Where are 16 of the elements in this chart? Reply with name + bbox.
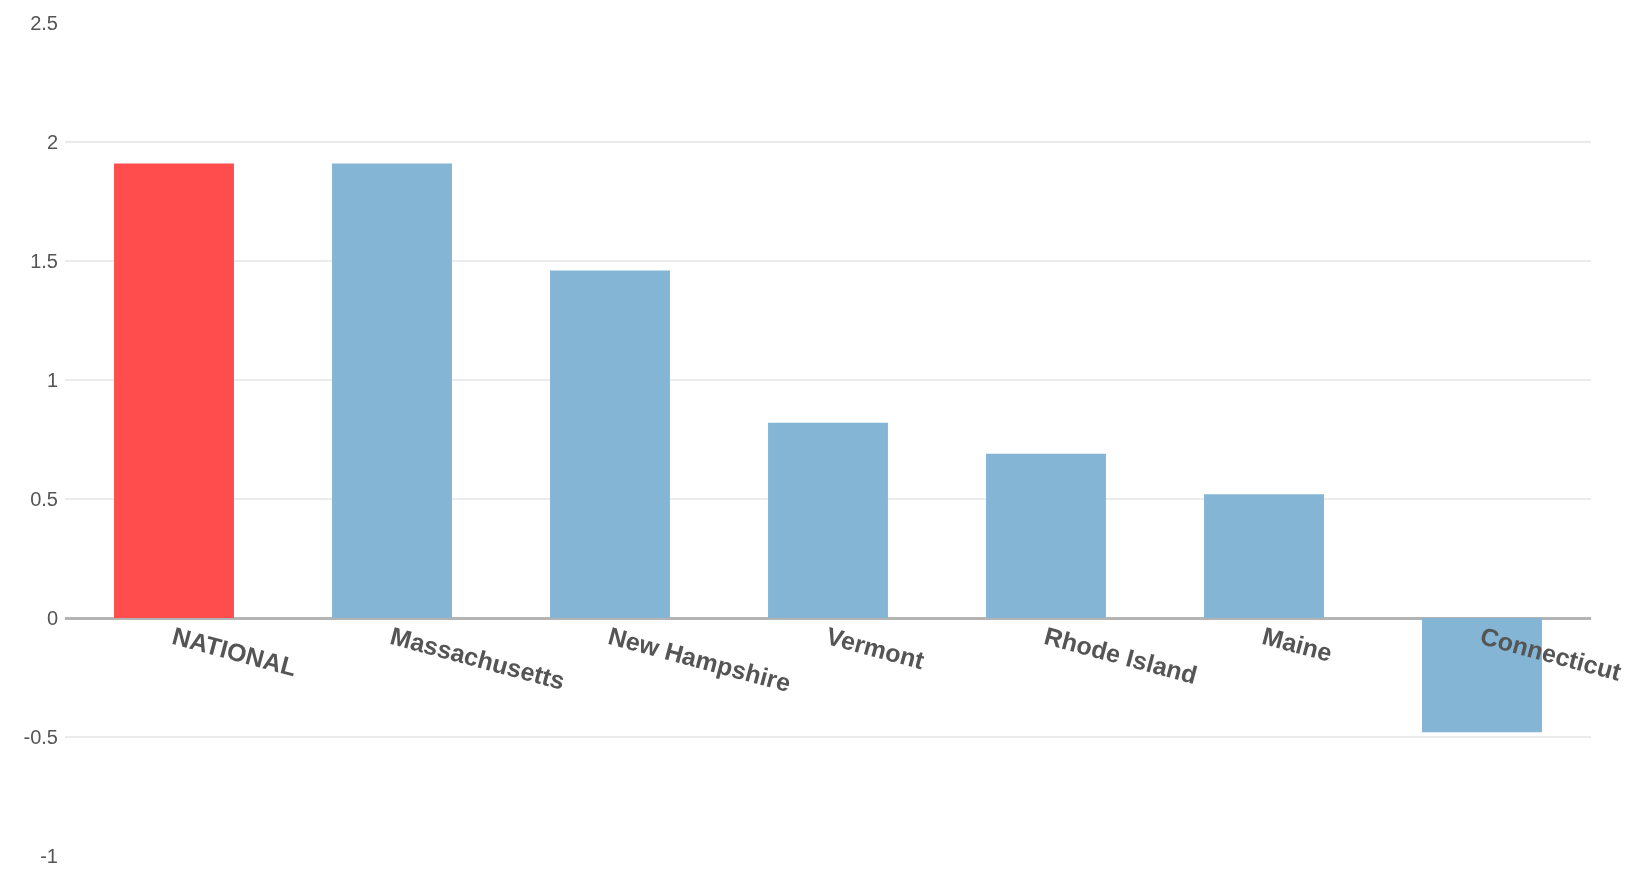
y-tick-label: 0.5 [30, 488, 58, 510]
y-tick-label: 2 [46, 131, 58, 153]
y-tick-label: 2.5 [30, 12, 58, 34]
y-tick-label: -0.5 [23, 726, 58, 748]
y-tick-label: 0 [46, 607, 58, 629]
bar [768, 422, 888, 618]
bar [332, 163, 452, 618]
x-tick-label: Maine [1259, 621, 1336, 667]
bar [114, 163, 234, 618]
bar [986, 453, 1106, 618]
y-tick-label: 1 [46, 369, 58, 391]
y-tick-label: 1.5 [30, 250, 58, 272]
bar [1204, 494, 1324, 618]
y-tick-label: -1 [40, 845, 58, 867]
bar [550, 270, 670, 618]
x-tick-label: Rhode Island [1041, 621, 1201, 690]
